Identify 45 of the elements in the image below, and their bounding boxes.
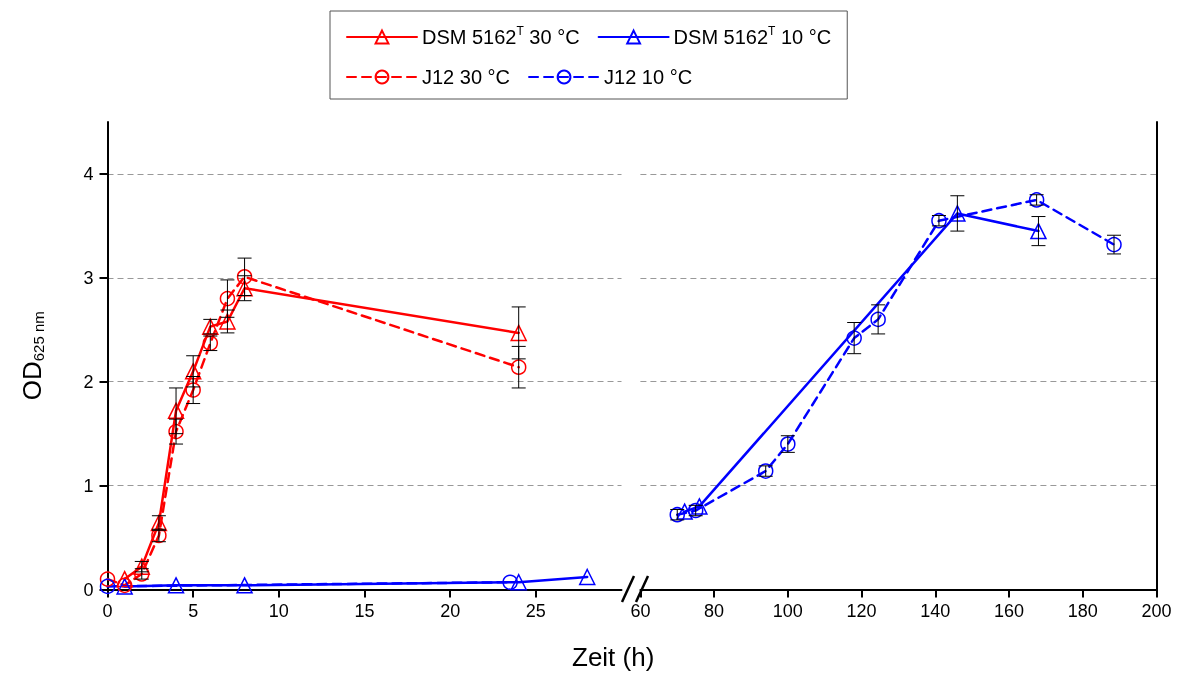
point — [502, 574, 518, 590]
point — [510, 324, 527, 342]
point — [168, 423, 184, 440]
point — [578, 568, 596, 586]
point — [167, 577, 185, 594]
x-tick-label: 200 — [1141, 600, 1172, 621]
point — [219, 313, 236, 330]
legend-label: J12 30 °C — [422, 66, 511, 88]
x-tick-label: 100 — [772, 600, 803, 621]
point — [676, 503, 693, 520]
point — [185, 382, 201, 398]
point — [510, 359, 527, 375]
point — [219, 290, 236, 307]
x-tick-label: 60 — [630, 600, 651, 621]
x-tick-label: 160 — [993, 600, 1024, 621]
y-tick-label: 3 — [83, 267, 94, 288]
x-axis-title: Zeit (h) — [572, 642, 655, 672]
point — [846, 330, 862, 346]
point — [99, 578, 116, 595]
x-tick-label: 25 — [525, 600, 546, 621]
point — [99, 571, 116, 587]
x-tick-label: 140 — [920, 600, 951, 621]
x-tick-label: 5 — [188, 600, 199, 621]
x-tick-label: 10 — [268, 600, 289, 621]
x-tick-label: 80 — [704, 600, 725, 621]
x-tick-label: 15 — [354, 600, 375, 621]
x-tick-label: 120 — [846, 600, 877, 621]
legend-label: J12 10 °C — [604, 66, 693, 88]
y-tick-label: 1 — [83, 475, 94, 496]
point — [236, 269, 253, 285]
y-tick-label: 0 — [83, 579, 94, 600]
point — [870, 311, 886, 328]
point — [510, 573, 527, 591]
point — [236, 577, 253, 594]
point — [949, 205, 966, 222]
x-tick-label: 0 — [102, 600, 113, 621]
point — [184, 363, 202, 380]
y-tick-label: 4 — [83, 163, 94, 184]
point — [116, 570, 133, 588]
x-tick-label: 20 — [440, 600, 461, 621]
y-tick-label: 2 — [83, 371, 94, 392]
y-axis-title: OD625 nm — [17, 311, 47, 401]
x-tick-label: 180 — [1067, 600, 1098, 621]
point — [691, 498, 708, 515]
point — [1030, 222, 1047, 240]
